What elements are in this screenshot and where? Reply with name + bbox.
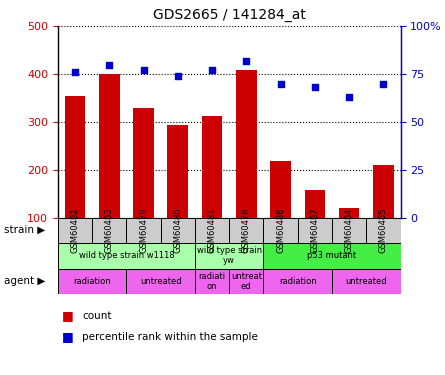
Bar (58, 268, 126, 294)
Text: ■: ■ (62, 309, 74, 322)
Bar (229, 217, 263, 243)
Bar (202, 116, 222, 266)
Point (140, 67, 147, 73)
Bar (65, 96, 85, 266)
Bar (99, 74, 120, 266)
Bar (366, 217, 400, 243)
Bar (161, 217, 195, 243)
Text: GSM60480: GSM60480 (173, 207, 182, 253)
Title: GDS2665 / 141284_at: GDS2665 / 141284_at (153, 9, 306, 22)
Bar (263, 217, 298, 243)
Text: GSM60483: GSM60483 (105, 207, 114, 253)
Bar (263, 268, 332, 294)
Text: ■: ■ (62, 330, 74, 343)
Bar (236, 70, 257, 266)
Text: GSM60481: GSM60481 (207, 207, 217, 253)
Bar (58, 217, 92, 243)
Text: count: count (82, 311, 112, 321)
Bar (229, 268, 263, 294)
Bar (195, 217, 229, 243)
Text: radiati
on: radiati on (198, 272, 226, 291)
Bar (167, 125, 188, 266)
Point (71, 69, 79, 75)
Text: GSM60478: GSM60478 (242, 207, 251, 253)
Bar (92, 217, 126, 243)
Text: percentile rank within the sample: percentile rank within the sample (82, 332, 258, 342)
Point (174, 73, 182, 79)
Bar (339, 208, 360, 266)
Bar (373, 165, 394, 266)
Bar (195, 243, 263, 268)
Text: GSM60479: GSM60479 (139, 207, 148, 253)
Text: untreated: untreated (140, 277, 182, 286)
Point (312, 84, 319, 90)
Text: GSM60484: GSM60484 (344, 207, 354, 253)
Bar (263, 243, 400, 268)
Point (346, 94, 353, 100)
Bar (58, 243, 195, 268)
Bar (126, 217, 161, 243)
Text: GSM60486: GSM60486 (276, 207, 285, 253)
Point (209, 67, 216, 73)
Point (277, 81, 284, 87)
Bar (304, 190, 325, 266)
Text: agent ▶: agent ▶ (4, 276, 46, 286)
Bar (133, 108, 154, 266)
Point (243, 58, 250, 64)
Text: GSM60482: GSM60482 (70, 207, 80, 253)
Point (106, 62, 113, 68)
Text: untreated: untreated (345, 277, 387, 286)
Text: GSM60485: GSM60485 (379, 207, 388, 253)
Bar (126, 268, 195, 294)
Text: p53 mutant: p53 mutant (307, 251, 356, 260)
Bar (298, 217, 332, 243)
Text: strain ▶: strain ▶ (4, 225, 46, 235)
Bar (332, 268, 400, 294)
Text: radiation: radiation (279, 277, 316, 286)
Text: GSM60487: GSM60487 (310, 207, 320, 253)
Text: wild type strain w1118: wild type strain w1118 (78, 251, 174, 260)
Text: wild type strain
yw: wild type strain yw (197, 246, 262, 266)
Point (380, 81, 387, 87)
Bar (270, 161, 291, 266)
Bar (195, 268, 229, 294)
Text: untreat
ed: untreat ed (231, 272, 262, 291)
Text: radiation: radiation (73, 277, 111, 286)
Bar (332, 217, 366, 243)
